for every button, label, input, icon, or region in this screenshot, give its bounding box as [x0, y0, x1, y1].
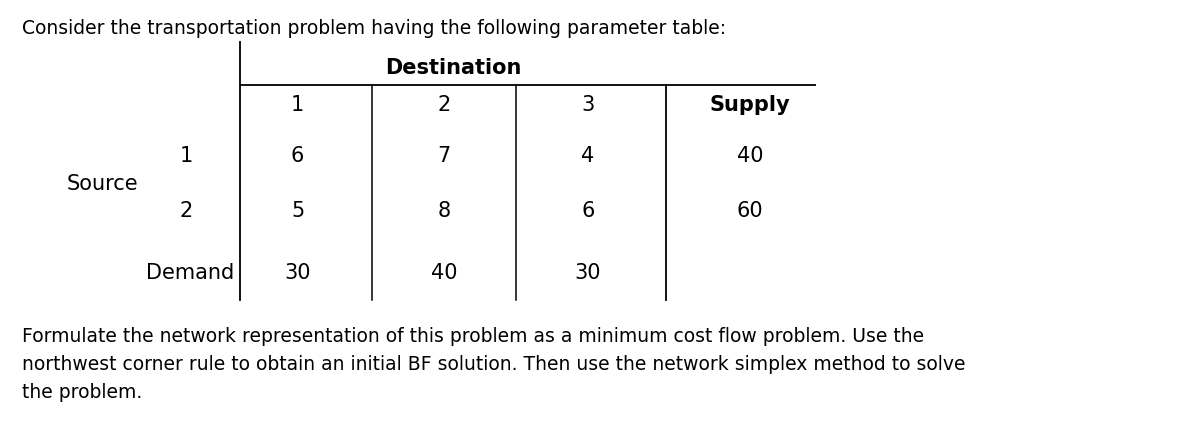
Text: 40: 40 [737, 146, 763, 165]
Text: 30: 30 [284, 263, 311, 282]
Text: 1: 1 [290, 95, 305, 114]
Text: 6: 6 [290, 146, 305, 165]
Text: 1: 1 [179, 146, 193, 165]
Text: 30: 30 [575, 263, 601, 282]
Text: Consider the transportation problem having the following parameter table:: Consider the transportation problem havi… [22, 19, 726, 38]
Text: 7: 7 [437, 146, 451, 165]
Text: 5: 5 [290, 201, 305, 221]
Text: 3: 3 [581, 95, 595, 114]
Text: 2: 2 [179, 201, 193, 221]
Text: Destination: Destination [385, 58, 521, 78]
Text: 60: 60 [737, 201, 763, 221]
Text: Supply: Supply [709, 95, 791, 114]
Text: Source: Source [66, 173, 138, 193]
Text: Demand: Demand [145, 263, 234, 282]
Text: 8: 8 [438, 201, 450, 221]
Text: 6: 6 [581, 201, 595, 221]
Text: 4: 4 [581, 146, 595, 165]
Text: 40: 40 [431, 263, 457, 282]
Text: Formulate the network representation of this problem as a minimum cost flow prob: Formulate the network representation of … [22, 326, 965, 401]
Text: 2: 2 [437, 95, 451, 114]
